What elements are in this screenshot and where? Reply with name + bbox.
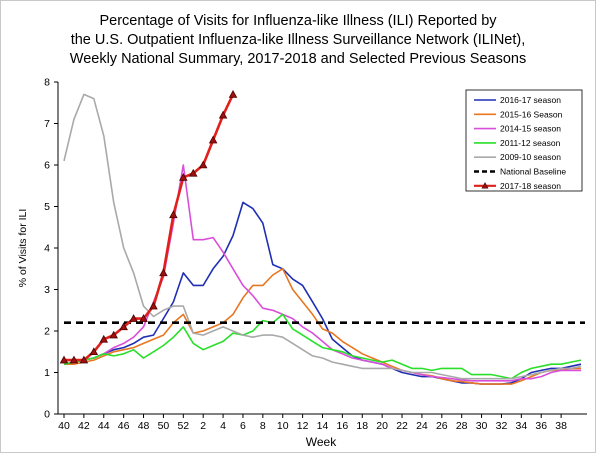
legend-label: 2009-10 season — [500, 152, 561, 162]
series-point — [119, 322, 128, 331]
y-tick-label: 1 — [44, 367, 50, 379]
x-tick-label: 46 — [118, 420, 130, 432]
legend-item-2017-18-season: 2017-18 season — [474, 181, 561, 191]
chart-title: Percentage of Visits for Influenza-like … — [0, 12, 596, 69]
x-tick-label: 12 — [297, 420, 309, 432]
x-tick-label: 32 — [496, 420, 508, 432]
legend-item-2011-12-season: 2011-12 season — [474, 138, 561, 148]
x-tick-label: 18 — [356, 420, 368, 432]
series-point — [79, 355, 89, 364]
legend: 2016-17 season 2015-16 Season 2014-15 seas… — [465, 89, 583, 192]
series-2017-18-season — [59, 90, 238, 364]
chart-title-line-1: Percentage of Visits for Influenza-like … — [99, 13, 497, 29]
series-line — [63, 313, 582, 380]
x-tick-label: 52 — [177, 420, 189, 432]
x-tick-label: 24 — [416, 420, 428, 432]
x-tick-label: 40 — [58, 420, 70, 432]
x-tick-label: 2 — [200, 420, 206, 432]
series-point — [198, 160, 208, 169]
series-line — [64, 267, 581, 385]
legend-label: National Baseline — [500, 167, 566, 177]
x-tick-label: 42 — [78, 420, 90, 432]
chart-title-line-3: Weekly National Summary, 2017-2018 and S… — [69, 51, 527, 67]
x-tick-label: 36 — [535, 420, 547, 432]
series-layer — [59, 90, 585, 385]
legend-item-2015-16-season: 2015-16 Season — [474, 109, 563, 119]
legend-item-2014-15-season: 2014-15 season — [474, 124, 561, 134]
series-line — [63, 93, 582, 380]
y-tick-label: 4 — [44, 243, 50, 255]
series-point — [99, 334, 109, 343]
y-tick-label: 0 — [44, 409, 50, 421]
x-axis-label: Week — [306, 435, 337, 449]
x-tick-label: 4 — [220, 420, 226, 432]
y-tick-label: 7 — [44, 118, 50, 130]
legend-label: 2011-12 season — [500, 138, 561, 148]
y-tick-label: 5 — [44, 201, 50, 213]
y-tick-label: 2 — [44, 326, 50, 338]
series-2011-12-season — [63, 313, 582, 380]
series-point — [89, 347, 99, 356]
x-tick-label: 34 — [516, 420, 528, 432]
series-point — [109, 330, 118, 339]
x-tick-label: 10 — [277, 420, 289, 432]
series-point — [218, 110, 228, 119]
legend-label: 2017-18 season — [500, 181, 561, 191]
y-axis-label: % of Visits for ILI — [17, 209, 29, 288]
legend-label: 2014-15 season — [500, 124, 561, 134]
x-tick-label: 48 — [138, 420, 150, 432]
legend-marker — [481, 182, 489, 189]
series-point — [188, 168, 198, 177]
series-2009-10-season — [63, 93, 582, 380]
x-tick-label: 50 — [158, 420, 170, 432]
y-tick-label: 3 — [44, 284, 50, 296]
series-line — [63, 164, 581, 382]
series-2015-16-season — [64, 267, 581, 385]
x-tick-label: 20 — [376, 420, 388, 432]
x-tick-label: 38 — [555, 420, 567, 432]
x-tick-label: 22 — [396, 420, 408, 432]
legend-item-national-baseline: National Baseline — [474, 167, 566, 177]
series-point — [149, 301, 158, 310]
legend-label: 2015-16 Season — [500, 109, 563, 119]
series-point — [69, 355, 79, 364]
series-point — [159, 268, 168, 277]
x-tick-label: 26 — [436, 420, 448, 432]
legend-item-2016-17-season: 2016-17 season — [474, 95, 561, 105]
legend-box — [465, 89, 583, 192]
x-tick-label: 30 — [476, 420, 488, 432]
x-tick-label: 14 — [317, 420, 329, 432]
x-tick-label: 8 — [260, 420, 266, 432]
series-point — [208, 135, 218, 144]
legend-item-2009-10-season: 2009-10 season — [474, 152, 561, 162]
x-tick-label: 6 — [240, 420, 246, 432]
series-point — [139, 314, 148, 322]
x-tick-label: 28 — [456, 420, 468, 432]
series-point — [179, 173, 188, 181]
x-tick-label: 44 — [98, 420, 110, 432]
series-point — [59, 355, 69, 364]
series-point — [129, 314, 138, 322]
legend-label: 2016-17 season — [500, 95, 561, 105]
series-point — [228, 90, 238, 98]
series-line — [64, 93, 235, 362]
series-point — [169, 210, 178, 219]
series-2014-15-season — [63, 164, 581, 382]
chart-title-line-2: the U.S. Outpatient Influenza-like Illne… — [70, 32, 526, 48]
x-tick-label: 16 — [337, 420, 349, 432]
y-tick-label: 8 — [44, 77, 50, 89]
y-tick-label: 6 — [44, 160, 50, 172]
